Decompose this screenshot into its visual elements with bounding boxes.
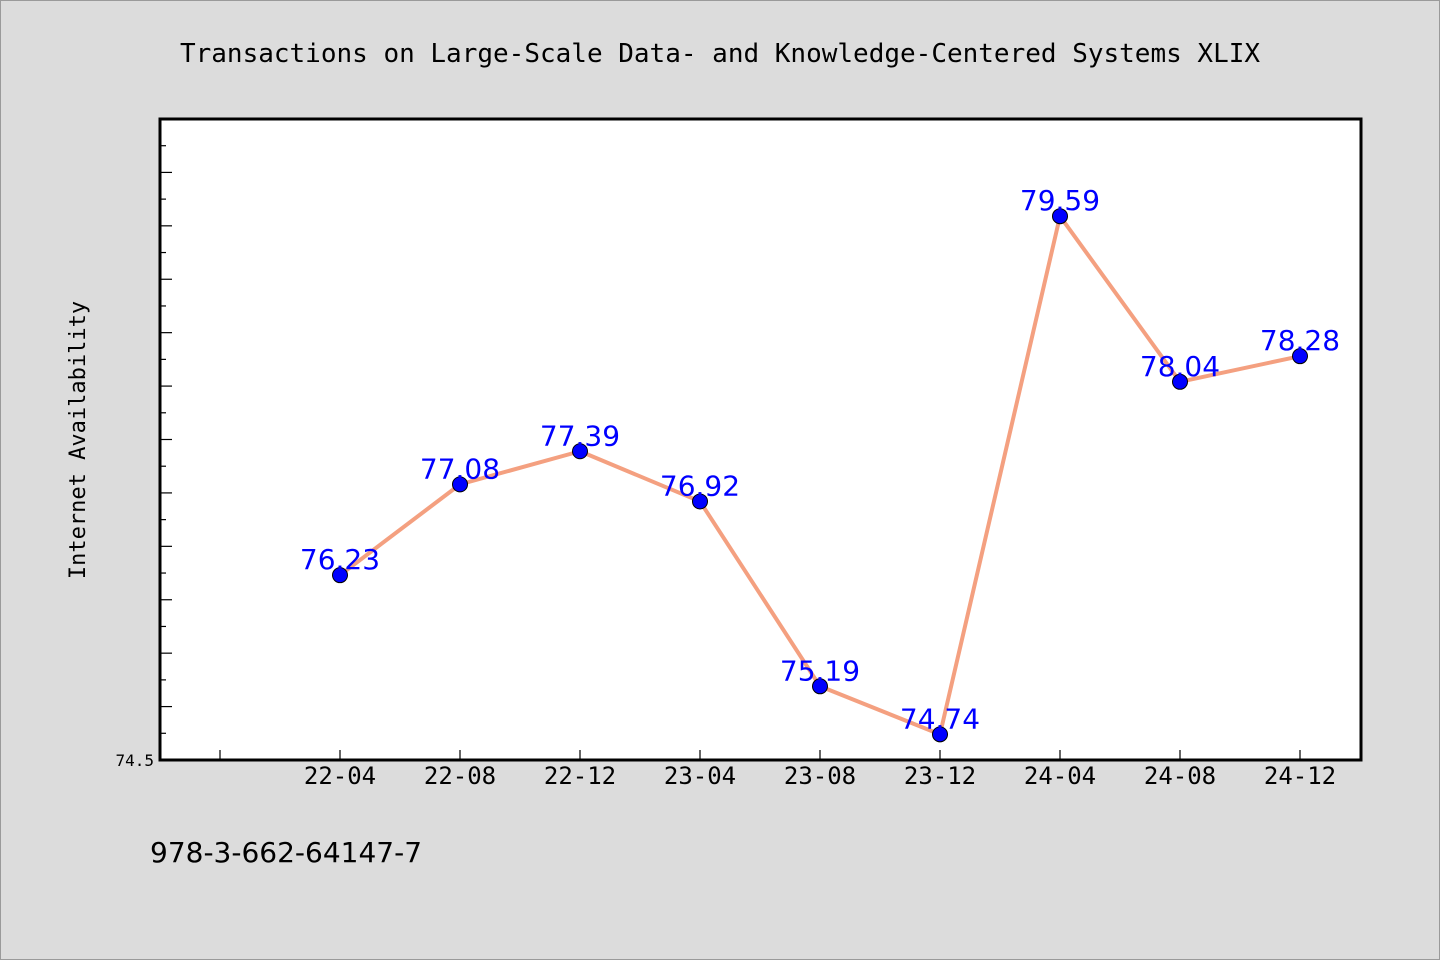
data-label: 76.92 <box>660 469 740 502</box>
data-point <box>332 567 348 584</box>
x-tick-label: 24-04 <box>1024 762 1096 790</box>
data-point <box>1052 208 1068 225</box>
x-tick-label: 22-12 <box>544 762 616 790</box>
y-tick-label: 74.5 <box>115 751 154 770</box>
data-point <box>572 443 588 460</box>
x-tick-label: 23-04 <box>664 762 736 790</box>
x-tick-label: 23-12 <box>904 762 976 790</box>
axis-ticks <box>160 118 1301 761</box>
plot-area <box>158 117 1363 762</box>
x-tick-label: 24-12 <box>1264 762 1336 790</box>
footer-isbn: 978-3-662-64147-7 <box>150 836 422 869</box>
series-layer <box>332 208 1308 743</box>
data-label: 79.59 <box>1020 184 1100 217</box>
data-point <box>812 678 828 695</box>
data-point <box>932 726 948 743</box>
data-point <box>1292 348 1308 365</box>
data-point <box>452 476 468 493</box>
data-point <box>692 493 708 510</box>
data-label: 76.23 <box>300 543 380 576</box>
x-tick-label: 22-08 <box>424 762 496 790</box>
data-label: 77.39 <box>540 419 620 452</box>
data-label: 78.04 <box>1140 350 1220 383</box>
data-point <box>1172 373 1188 390</box>
labels-layer: 74.5 22-04 22-08 22-12 23-04 23-08 23-12 24-04 2… <box>115 184 1340 790</box>
chart-title: Transactions on Large-Scale Data- and Kn… <box>180 39 1260 69</box>
data-label: 77.08 <box>420 452 500 485</box>
data-label: 78.28 <box>1260 324 1340 357</box>
data-label: 75.19 <box>780 654 860 687</box>
y-axis-label: Internet Availability <box>66 301 91 579</box>
x-tick-label: 22-04 <box>304 762 376 790</box>
x-tick-label: 23-08 <box>784 762 856 790</box>
x-tick-label: 24-08 <box>1144 762 1216 790</box>
data-label: 74.74 <box>900 702 980 735</box>
